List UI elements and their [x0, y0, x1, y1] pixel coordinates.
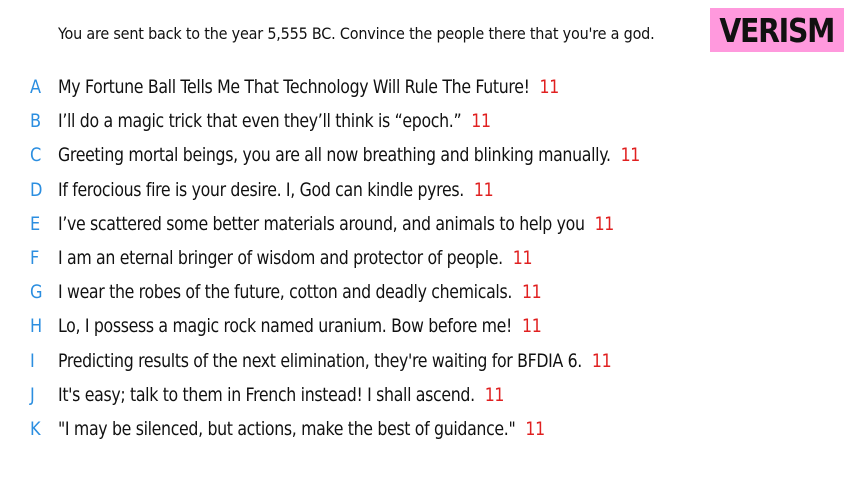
answer-text: If ferocious fire is your desire. I, God… — [58, 178, 464, 201]
answer-text: I’ll do a magic trick that even they’ll … — [58, 110, 462, 133]
answer-text: "I may be silenced, but actions, make th… — [58, 417, 516, 440]
answer-line: If ferocious fire is your desire. I, God… — [58, 177, 494, 203]
answer-score: 11 — [591, 349, 612, 372]
answer-text: I am an eternal bringer of wisdom and pr… — [58, 246, 503, 269]
answer-letter: G — [30, 281, 43, 304]
answer-text: Greeting mortal beings, you are all now … — [58, 144, 611, 167]
answer-letter: A — [30, 76, 42, 98]
answer-text: It's easy; talk to them in French instea… — [58, 383, 475, 406]
answer-line: "I may be silenced, but actions, make th… — [58, 416, 545, 442]
answer-row-e: E I’ve scattered some better materials a… — [0, 207, 853, 241]
answer-row-g: G I wear the robes of the future, cotton… — [0, 275, 853, 309]
answer-letter: D — [30, 178, 43, 201]
answer-text: I wear the robes of the future, cotton a… — [58, 281, 513, 304]
answer-row-f: F I am an eternal bringer of wisdom and … — [0, 241, 853, 275]
answer-row-d: D If ferocious fire is your desire. I, G… — [0, 173, 853, 207]
answer-letter: F — [30, 246, 40, 269]
answer-line: I’ve scattered some better materials aro… — [58, 211, 614, 237]
answer-line: Greeting mortal beings, you are all now … — [58, 142, 640, 168]
answer-text: I’ve scattered some better materials aro… — [58, 212, 585, 235]
answer-text: My Fortune Ball Tells Me That Technology… — [58, 76, 530, 98]
answer-text: Lo, I possess a magic rock named uranium… — [58, 315, 513, 338]
answer-row-a: A My Fortune Ball Tells Me That Technolo… — [0, 70, 853, 104]
answer-score: 11 — [512, 246, 533, 269]
answer-score: 11 — [471, 110, 491, 133]
answer-letter: H — [30, 315, 43, 338]
answer-letter: K — [30, 417, 41, 440]
answer-line: I am an eternal bringer of wisdom and pr… — [58, 245, 533, 271]
answer-row-k: K "I may be silenced, but actions, make … — [0, 412, 853, 446]
answer-letter: E — [30, 212, 41, 235]
answer-text: Predicting results of the next eliminati… — [58, 349, 582, 372]
answer-line: It's easy; talk to them in French instea… — [58, 382, 504, 408]
answer-score: 11 — [522, 315, 542, 338]
answer-score: 11 — [620, 144, 641, 167]
answer-letter: B — [30, 110, 42, 133]
answer-score: 11 — [484, 383, 505, 406]
answer-line: Lo, I possess a magic rock named uranium… — [58, 313, 542, 339]
brand-badge: VERISM — [710, 8, 844, 52]
answer-letter: J — [30, 383, 35, 406]
answer-letter: C — [30, 144, 42, 167]
answer-row-j: J It's easy; talk to them in French inst… — [0, 378, 853, 412]
answer-line: My Fortune Ball Tells Me That Technology… — [58, 74, 559, 100]
prompt-text: You are sent back to the year 5,555 BC. … — [58, 24, 655, 43]
answer-score: 11 — [539, 76, 560, 98]
brand-label: VERISM — [719, 10, 836, 50]
answer-letter: I — [30, 349, 35, 372]
answer-list: A My Fortune Ball Tells Me That Technolo… — [0, 70, 853, 446]
answer-row-b: B I’ll do a magic trick that even they’l… — [0, 104, 853, 138]
answer-row-h: H Lo, I possess a magic rock named urani… — [0, 309, 853, 343]
answer-score: 11 — [473, 178, 494, 201]
answer-row-i: I Predicting results of the next elimina… — [0, 344, 853, 378]
answer-line: I wear the robes of the future, cotton a… — [58, 279, 542, 305]
answer-line: Predicting results of the next eliminati… — [58, 348, 612, 374]
answer-row-c: C Greeting mortal beings, you are all no… — [0, 138, 853, 172]
answer-score: 11 — [525, 417, 545, 440]
answer-score: 11 — [521, 281, 542, 304]
answer-line: I’ll do a magic trick that even they’ll … — [58, 108, 491, 134]
answer-score: 11 — [594, 212, 615, 235]
